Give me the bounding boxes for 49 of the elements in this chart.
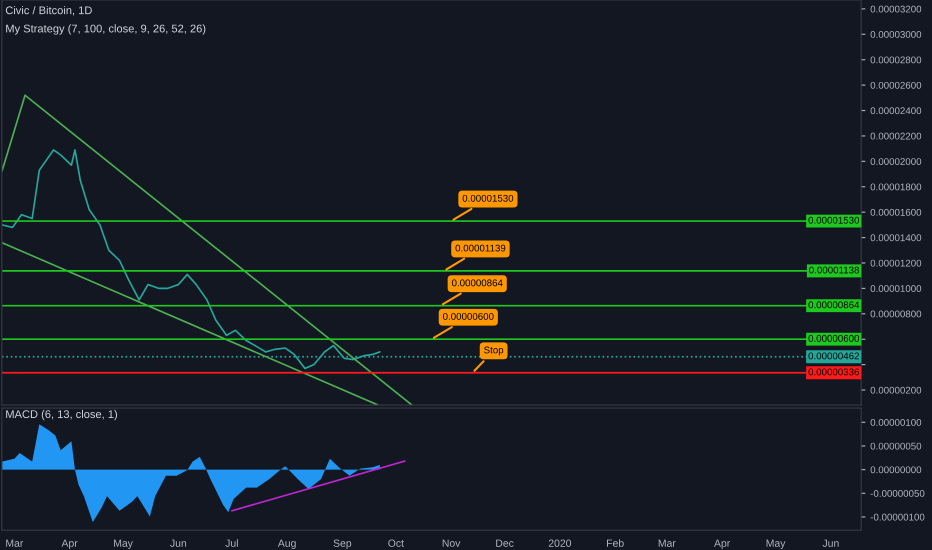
x-tick-label: Feb [607, 539, 624, 547]
x-tick-label: Jun [170, 540, 186, 547]
y-tick-label: 0.00002600 [870, 82, 922, 89]
ref-line-label: 0.00001138 [809, 266, 860, 274]
x-tick-label: Jul [225, 539, 238, 547]
y-tick-label: -0.00000100 [870, 514, 924, 521]
y-tick-label: 0.00001400 [870, 234, 922, 242]
x-tick-label: May [766, 540, 786, 549]
y-tick-label: 0.00002800 [870, 56, 922, 64]
ref-line-label: 0.00000462 [808, 352, 859, 360]
y-tick-label: 0.00000000 [870, 466, 922, 474]
y-tick-label: 0.00002000 [870, 158, 922, 165]
annotation: 0.00001139 [455, 244, 506, 252]
chart-title: MACD (6, 13, close, 1) [6, 410, 117, 420]
annotation: 0.00000600 [443, 312, 494, 320]
text: My Strategy (7, 100, close, 9, 26, 52, 26) [6, 24, 206, 35]
y-tick-label: 0.00000050 [870, 442, 922, 450]
y-tick-label: 0.00003200 [870, 6, 922, 13]
annotation: 0.00001530 [462, 194, 514, 202]
x-tick-label: Mar [658, 540, 676, 547]
y-tick-label: 0.00002200 [870, 132, 922, 140]
x-tick-label: Apr [62, 540, 78, 549]
x-tick-label: Mar [6, 540, 24, 547]
annotation: Stop [484, 346, 504, 356]
y-tick-label: 0.00000800 [870, 310, 922, 318]
y-tick-label: 0.00001800 [870, 183, 922, 190]
y-tick-label: 0.00002400 [870, 107, 922, 114]
x-tick-label: Dec [496, 540, 514, 547]
x-tick-label: Sep [334, 540, 352, 549]
ref-line-label: 0.00000600 [808, 334, 860, 342]
x-tick-label: May [114, 540, 133, 549]
y-tick-label: 0.00000200 [870, 386, 922, 394]
y-tick-label: 0.00001200 [870, 260, 922, 267]
ref-line-label: 0.00000864 [808, 301, 860, 308]
x-tick-label: Nov [442, 540, 460, 547]
x-tick-label: 2020 [548, 540, 572, 547]
ref-line-label: 0.00001530 [808, 216, 860, 224]
y-tick-label: 0.00000100 [870, 419, 922, 426]
y-tick-label: 0.00001600 [870, 208, 922, 216]
y-tick-label: 0.00003000 [870, 31, 922, 38]
ref-line-label: 0.00000336 [808, 368, 860, 376]
y-tick-label: -0.00000050 [870, 490, 924, 497]
x-tick-label: Jun [822, 540, 839, 547]
x-tick-label: Aug [278, 540, 296, 549]
x-tick-label: Apr [714, 540, 730, 549]
x-tick-label: Oct [388, 540, 404, 547]
y-tick-label: 0.00001000 [870, 285, 922, 292]
annotation: 0.00000864 [452, 279, 503, 286]
chart-title: Civic / Bitcoin, 1D [6, 6, 92, 16]
